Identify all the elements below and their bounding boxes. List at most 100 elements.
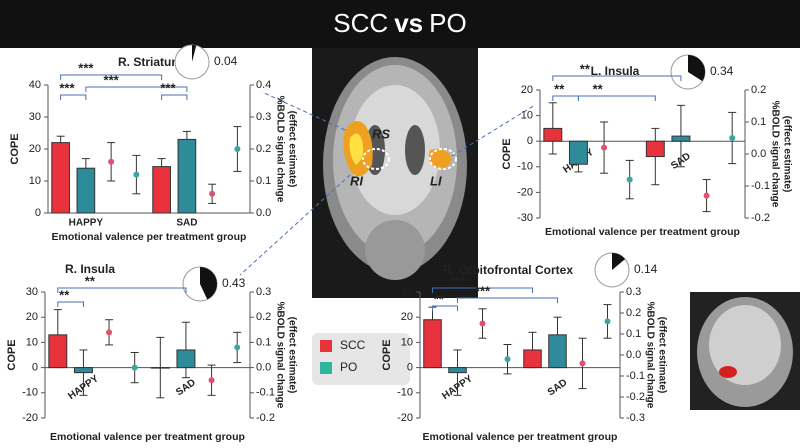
significance-bracket: [552, 75, 682, 81]
significance-label: ***: [78, 60, 94, 75]
y2-tick-label: -0.2: [751, 212, 770, 224]
bar: [51, 142, 70, 214]
y-tick-label: 0: [35, 207, 41, 219]
y-tick-label: 30: [29, 111, 41, 123]
x-tick-label: HAPPY: [69, 218, 104, 229]
y2-tick-label: 0.2: [751, 84, 766, 96]
y2-tick-label: -0.1: [626, 370, 645, 382]
pie-wedge: [688, 55, 705, 82]
x-axis-label: Emotional valence per treatment group: [52, 231, 247, 243]
dot: [133, 171, 140, 178]
dot: [209, 190, 216, 197]
y-tick-label: 0: [32, 362, 38, 374]
y2-tick-label: 0.0: [751, 148, 766, 160]
y2-tick-label: -0.2: [626, 391, 645, 403]
y-tick-label: 30: [26, 286, 38, 298]
pie-wedge: [200, 267, 217, 300]
significance-label: **: [593, 81, 604, 96]
y2-tick-label: -0.1: [256, 387, 275, 399]
significance-label: **: [85, 273, 96, 288]
dot: [208, 377, 215, 384]
y2-axis-label: (effect estimate): [286, 317, 297, 394]
y2-tick-label: 0.2: [256, 143, 271, 155]
x-axis-label: Emotional valence per treatment group: [50, 431, 245, 443]
x-tick-label: SAD: [546, 377, 570, 398]
dot: [108, 158, 115, 165]
y-tick-label: 0: [407, 362, 413, 374]
significance-label: ***: [160, 80, 176, 95]
significance-bracket: [57, 301, 84, 307]
y2-tick-label: 0.3: [626, 286, 641, 298]
bar: [48, 334, 68, 369]
chart-title: R. Striatum: [118, 55, 182, 69]
title-part: SCC: [333, 8, 388, 38]
bar: [76, 167, 96, 214]
dot: [601, 144, 608, 151]
y2-tick-label: 0.0: [256, 207, 271, 219]
y2-tick-label: 0.3: [256, 111, 271, 123]
y-tick-label: -10: [517, 161, 533, 173]
brain-label: LI: [430, 173, 442, 188]
brain-image: [239, 48, 536, 298]
y-tick-label: 10: [26, 336, 38, 348]
y2-axis-label: %BOLD signal change: [274, 302, 285, 409]
significance-bracket: [60, 74, 163, 80]
y2-tick-label: -0.3: [626, 412, 645, 424]
y-axis-label: COPE: [6, 339, 18, 370]
bar: [177, 138, 197, 214]
dot: [106, 329, 113, 336]
y2-axis-label: %BOLD signal change: [644, 302, 655, 409]
significance-bracket: [57, 287, 187, 293]
dot: [604, 318, 611, 325]
significance-bracket: [457, 297, 558, 303]
title-part: PO: [429, 8, 467, 38]
y-tick-label: 40: [29, 79, 41, 91]
significance-bracket: [552, 95, 579, 101]
pie-wedge: [192, 45, 197, 62]
y-tick-label: 20: [521, 84, 533, 96]
y-tick-label: -20: [22, 412, 38, 424]
significance-label: ***: [475, 283, 491, 298]
y-axis-label: COPE: [9, 133, 21, 164]
y-tick-label: -10: [397, 387, 413, 399]
x-axis-label: Emotional valence per treatment group: [545, 226, 740, 238]
chart-title: L. Insula: [591, 64, 640, 78]
title-part: vs: [394, 8, 423, 38]
y2-tick-label: 0.1: [256, 175, 271, 187]
pie-value: 0.43: [222, 276, 246, 290]
significance-bracket: [432, 287, 533, 293]
brain-label: RS: [372, 126, 390, 141]
bar: [671, 135, 691, 142]
bar: [568, 140, 588, 165]
significance-label: ***: [104, 72, 120, 87]
significance-label: **: [554, 81, 565, 96]
y2-axis-label: (effect estimate): [656, 317, 667, 394]
bar: [448, 367, 467, 374]
x-axis-label: Emotional valence per treatment group: [423, 431, 618, 443]
significance-label: ***: [450, 273, 466, 288]
dot: [504, 356, 511, 363]
y2-tick-label: 0.0: [626, 349, 641, 361]
bar: [523, 349, 542, 369]
title-bar: [0, 0, 800, 48]
page-title: SCC vs PO: [333, 8, 466, 38]
dot: [626, 176, 633, 183]
y2-tick-label: 0.1: [751, 116, 766, 128]
legend-swatch: [320, 340, 332, 352]
dot: [729, 135, 736, 141]
y-tick-label: 10: [521, 110, 533, 122]
chart-title: R. Orbitofrontal Cortex: [443, 263, 573, 277]
significance-label: **: [580, 61, 591, 76]
dot: [579, 360, 586, 367]
bar: [152, 166, 171, 214]
y-tick-label: 10: [29, 175, 41, 187]
dot: [131, 364, 138, 371]
y2-tick-label: 0.4: [256, 79, 271, 91]
x-tick-label: SAD: [176, 218, 197, 229]
y2-axis-label: (effect estimate): [286, 111, 297, 188]
legend-swatch: [320, 362, 332, 374]
significance-bracket: [577, 95, 656, 101]
x-tick-label: SAD: [174, 377, 198, 398]
significance-label: ***: [59, 80, 75, 95]
